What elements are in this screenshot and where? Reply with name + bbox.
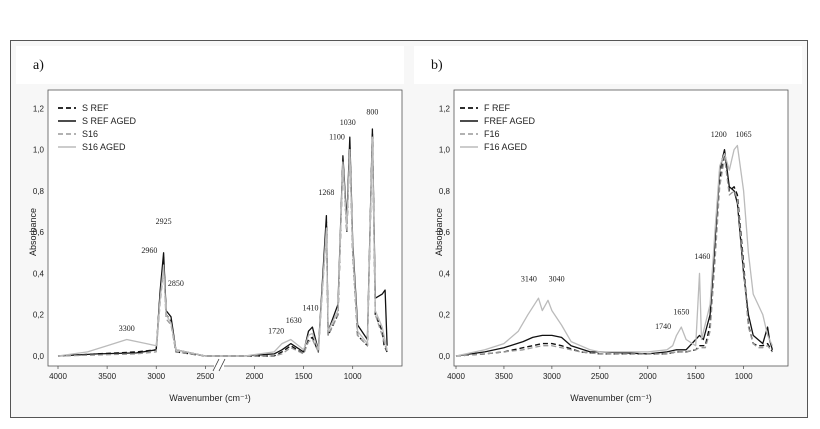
panel-b-ytick-label: 0,6 — [439, 228, 451, 237]
panel-a-peak-label: 1630 — [286, 316, 302, 325]
panel-a-peak-label: 1720 — [268, 326, 284, 335]
panel-b-label-box — [414, 46, 802, 84]
panel-a-legend: S REF S REF AGED S16 S16 AGED — [58, 103, 137, 152]
panel-b-peak-label: 1650 — [673, 308, 689, 317]
panel-a-xlabel: Wavenumber (cm⁻¹) — [169, 393, 250, 403]
panel-a-ytick-label: 0,8 — [33, 187, 45, 196]
panel-a-axis-break — [212, 358, 226, 372]
panel-b-legend: F REF FREF AGED F16 F16 AGED — [460, 103, 536, 152]
panel-b-xtick-label: 1000 — [735, 372, 753, 381]
panel-a-xtick-label: 1000 — [344, 372, 362, 381]
panel-a-ytick-label: 0,0 — [33, 352, 45, 361]
panel-b: b) Absorbance Wavenumber (cm⁻¹) 4000 3500… — [414, 46, 802, 403]
panel-b-peak-label: 1460 — [694, 252, 710, 261]
panel-a-peak-label: 1100 — [329, 132, 345, 141]
panel-b-ytick-label: 0,2 — [439, 311, 451, 320]
panel-a-xtick-label: 3000 — [147, 372, 165, 381]
panel-a-peak-label: 1410 — [302, 304, 318, 313]
panel-a-label: a) — [33, 58, 44, 73]
panel-b-ytick-label: 0,0 — [439, 352, 451, 361]
panel-b-peak-label: 3140 — [521, 275, 537, 284]
legend-label: F REF — [484, 103, 511, 113]
panel-a-xtick-label: 1500 — [295, 372, 313, 381]
panel-b-ytick-label: 1,2 — [439, 104, 451, 113]
panel-b-xlabel: Wavenumber (cm⁻¹) — [570, 393, 651, 403]
panel-a-xtick-label: 2000 — [246, 372, 264, 381]
panel-a-ytick-label: 0,4 — [33, 269, 45, 278]
panel-a-ytick-label: 0,6 — [33, 228, 45, 237]
panel-b-xtick-label: 3000 — [543, 372, 561, 381]
panel-a-ytick-label: 1,0 — [33, 146, 45, 155]
panel-a-series-line-4 — [57, 136, 388, 357]
panel-b-label: b) — [431, 58, 443, 73]
panel-a-series-line-3 — [57, 138, 388, 357]
legend-label: F16 — [484, 129, 500, 139]
panel-a: a) Absorbance Wavenumber (cm⁻¹) 4000 3500… — [16, 46, 404, 403]
panel-a-xtick-label: 4000 — [49, 372, 67, 381]
panel-b-ytick-label: 0,4 — [439, 269, 451, 278]
panel-b-series-line-4 — [455, 144, 773, 357]
panel-a-peak-label: 3300 — [119, 324, 135, 333]
legend-label: S REF — [82, 103, 109, 113]
panel-a-label-box — [16, 46, 404, 84]
panel-a-peak-label: 2850 — [168, 279, 184, 288]
panel-b-series-line-3 — [455, 157, 773, 357]
panel-a-peak-label: 1268 — [318, 188, 334, 197]
panel-a-peak-label: 1030 — [340, 118, 356, 127]
panel-a-xtick-label: 3500 — [98, 372, 116, 381]
panel-b-peak-label: 1740 — [655, 322, 671, 331]
panel-b-ytick-label: 1,0 — [439, 146, 451, 155]
legend-label: S16 — [82, 129, 98, 139]
panel-b-xtick-label: 3500 — [495, 372, 513, 381]
panel-b-peak-label: 3040 — [549, 275, 565, 284]
panel-b-xtick-label: 4000 — [447, 372, 465, 381]
panel-a-xtick-label: 2500 — [196, 372, 214, 381]
panel-b-plot-area — [453, 89, 789, 367]
panel-a-ytick-label: 0,2 — [33, 311, 45, 320]
panel-a-series-line-2 — [57, 128, 388, 357]
panel-b-peak-label: 1065 — [736, 130, 752, 139]
panel-a-peak-label: 2960 — [141, 246, 157, 255]
legend-label: S REF AGED — [82, 116, 137, 126]
legend-label: S16 AGED — [82, 142, 126, 152]
legend-label: F16 AGED — [484, 142, 528, 152]
legend-label: FREF AGED — [484, 116, 536, 126]
panel-a-peak-label: 2925 — [156, 217, 172, 226]
panel-b-ytick-label: 0,8 — [439, 187, 451, 196]
panel-b-series-line-2 — [455, 148, 774, 357]
panel-b-ylabel: Absorbance — [434, 208, 444, 256]
panel-b-xtick-label: 1500 — [687, 372, 705, 381]
panel-a-peak-label: 800 — [366, 108, 378, 117]
panel-b-xtick-label: 2000 — [639, 372, 657, 381]
panel-b-xtick-label: 2500 — [591, 372, 609, 381]
panel-b-peak-label: 1200 — [711, 130, 727, 139]
panel-a-ytick-label: 1,2 — [33, 104, 45, 113]
panel-a-plot-area — [47, 89, 403, 367]
panel-a-ylabel: Absorbance — [28, 208, 38, 256]
